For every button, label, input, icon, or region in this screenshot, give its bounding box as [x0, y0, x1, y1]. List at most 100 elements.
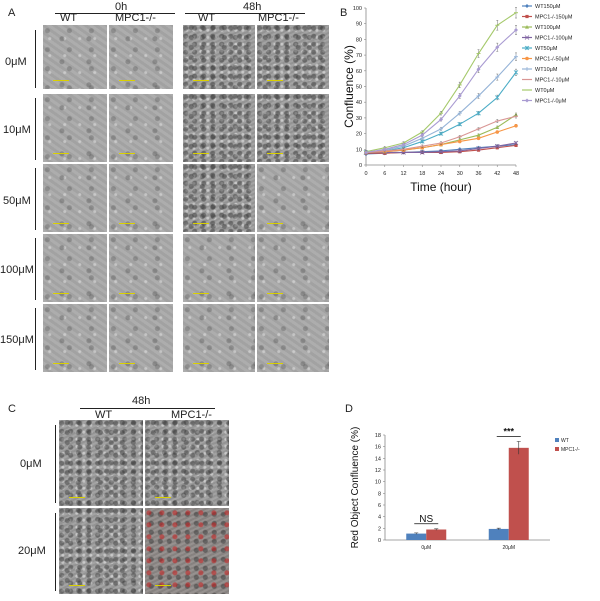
y-tick-label: 12 [375, 468, 381, 474]
row-label-10uM: 10μM [3, 124, 31, 136]
panel-a-col-ko-0h: MPC1-/- [115, 12, 156, 24]
data-point [476, 93, 481, 98]
y-tick-label: 10 [375, 480, 381, 486]
x-tick-label: 48 [513, 171, 519, 177]
data-point [476, 110, 481, 116]
legend-swatch [555, 438, 559, 442]
panel-a-col-wt-48h: WT [198, 12, 216, 24]
y-tick-label: 18 [375, 433, 381, 439]
error-bar [434, 528, 439, 531]
data-point [514, 54, 518, 59]
y-tick-label: 10 [356, 147, 362, 153]
error-bar [516, 441, 521, 455]
row-bracket-50uM [35, 168, 36, 230]
data-point [495, 130, 500, 134]
data-point [476, 136, 481, 141]
panel-c-divider [80, 408, 215, 409]
panel-c-col-wt: WT [95, 409, 113, 421]
x-tick-label: 42 [494, 171, 500, 177]
data-point [495, 45, 500, 50]
x-tick-label: 20μM [502, 545, 515, 551]
image-ko-0h-0uM [109, 25, 173, 89]
image-ko-0h-10uM [109, 94, 173, 162]
panel-a-col-wt-0h: WT [60, 12, 78, 24]
image-ko-48h-0uM [257, 25, 329, 89]
confluence-line-chart: 0 10 20 30 40 50 60 70 80 90 100 0 6 12 18 24 30 36 42 48 Ti… [342, 4, 573, 194]
y-tick-label: 30 [356, 116, 362, 122]
series-MPC1-/-0μM [364, 25, 518, 155]
image-ko-0h-50uM [109, 164, 173, 232]
legend-label: WT [561, 438, 569, 444]
row-bracket-100uM [35, 238, 36, 300]
image-c-ko-0uM [145, 420, 229, 506]
data-point [364, 150, 368, 155]
image-ko-48h-100uM [257, 234, 329, 302]
legend-label: MPC1-/-0μM [535, 99, 567, 105]
data-point [513, 140, 519, 146]
panel-a-letter: A [8, 7, 16, 19]
data-point [495, 75, 500, 80]
series-line [365, 56, 517, 153]
y-tick-label: 70 [356, 53, 362, 59]
legend-label: WT150μM [535, 4, 561, 10]
x-tick-label: 12 [400, 171, 406, 177]
row-bracket-0uM [35, 30, 36, 88]
y-tick-label: 100 [353, 6, 362, 12]
y-tick-label: 16 [375, 445, 381, 451]
row-bracket-150uM [35, 308, 36, 370]
bar-MPC1-/--0μM [426, 529, 447, 540]
error-bar [414, 532, 419, 535]
x-tick-label: 18 [419, 171, 425, 177]
row-label-50uM: 50μM [3, 195, 31, 207]
row-label-100uM: 100μM [0, 264, 34, 276]
data-point [525, 67, 529, 71]
y-tick-label: 90 [356, 22, 362, 28]
y-tick-label: 80 [356, 37, 362, 43]
bar-MPC1-/--20μM [508, 447, 529, 540]
data-point [439, 126, 443, 131]
data-point [420, 133, 425, 138]
data-point [457, 93, 462, 98]
significance-label: NS [419, 514, 433, 525]
y-tick-label: 40 [356, 100, 362, 106]
data-point [514, 123, 518, 128]
panel-c-col-ko: MPC1-/- [171, 409, 212, 421]
image-wt-0h-0uM [43, 25, 107, 89]
y-tick-label: 50 [356, 85, 362, 91]
data-point [476, 133, 481, 137]
legend-label: WT50μM [535, 46, 558, 52]
image-ko-48h-150uM [257, 304, 329, 372]
data-point [513, 70, 519, 75]
legend-label: WT100μM [535, 25, 561, 31]
row-label-c-20uM: 20μM [18, 545, 46, 557]
error-bar [496, 527, 501, 530]
image-wt-0h-50uM [43, 164, 107, 232]
data-point [419, 150, 425, 155]
data-point [439, 117, 443, 122]
data-point [494, 95, 500, 100]
image-wt-0h-10uM [43, 94, 107, 162]
y-tick-label: 60 [356, 69, 362, 75]
image-wt-48h-10uM [183, 94, 255, 162]
significance-label: *** [503, 426, 514, 436]
row-label-150uM: 150μM [0, 334, 34, 346]
data-point [438, 149, 444, 154]
legend-label: MPC1-/-100μM [535, 36, 573, 42]
image-ko-0h-150uM [109, 304, 173, 372]
data-point [524, 45, 530, 51]
red-object-bar-chart: 0 2 4 6 8 10 12 14 16 18 Red Object Confluence (%)… [350, 426, 580, 551]
series-WT10μM [364, 52, 518, 155]
data-point [457, 111, 462, 116]
data-point [476, 146, 481, 151]
row-label-0uM: 0μM [5, 56, 27, 68]
image-wt-48h-50uM [183, 164, 255, 232]
legend-label: WT0μM [535, 88, 555, 94]
image-c-wt-20uM [59, 508, 143, 594]
image-ko-48h-50uM [257, 164, 329, 232]
data-point [514, 27, 518, 32]
data-point [494, 143, 500, 149]
panel-d-letter: D [345, 403, 353, 415]
image-ko-48h-10uM [257, 94, 329, 162]
y-tick-label: 4 [378, 515, 381, 521]
bar-WT-0μM [406, 533, 427, 540]
